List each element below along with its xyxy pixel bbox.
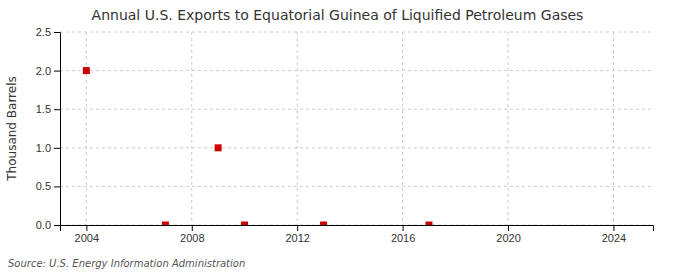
x-tick: 2020 — [496, 225, 520, 244]
y-tick-label: 0.0 — [36, 219, 51, 231]
grid — [60, 32, 653, 225]
y-tick-label: 1.0 — [36, 142, 51, 154]
grid-line-y — [60, 109, 653, 110]
y-tick: 2.0 — [36, 65, 60, 77]
y-tick-label: 0.5 — [36, 180, 51, 192]
x-tick-mark — [403, 225, 404, 231]
grid-line-y — [60, 32, 653, 33]
x-tick-mark — [613, 225, 614, 231]
x-axis-line — [61, 226, 654, 232]
grid-line-y — [60, 147, 653, 148]
y-tick: 1.5 — [36, 103, 60, 115]
source-note: Source: U.S. Energy Information Administ… — [8, 258, 245, 269]
x-tick: 2016 — [391, 225, 415, 244]
y-tick: 0.0 — [36, 219, 60, 231]
x-tick-mark — [508, 225, 509, 231]
y-tick-label: 2.0 — [36, 65, 51, 77]
y-axis: 0.0 0.5 1.0 1.5 2.0 2.5 — [36, 26, 61, 231]
y-tick: 0.5 — [36, 180, 60, 192]
y-axis-line — [54, 33, 61, 226]
y-tick: 1.0 — [36, 142, 60, 154]
x-tick-label: 2020 — [496, 232, 520, 244]
x-axis: 2004 2008 2012 2016 2020 2024 — [61, 225, 654, 244]
chart: 2004 2008 2012 2016 2020 2024 0.0 0.5 1.0 1.5 2.0 2… — [0, 0, 675, 275]
x-tick-label: 2008 — [180, 232, 204, 244]
grid-line-x — [508, 32, 509, 225]
x-tick-mark — [86, 225, 87, 231]
x-tick-label: 2016 — [391, 232, 415, 244]
y-tick-mark — [54, 32, 60, 33]
grid-line-y — [60, 70, 653, 71]
points — [83, 67, 433, 225]
grid-line-x — [402, 32, 403, 225]
point — [241, 222, 248, 226]
x-tick-mark — [192, 225, 193, 231]
y-tick-mark — [54, 225, 60, 226]
point — [215, 144, 222, 151]
point — [162, 222, 169, 226]
y-tick-label: 2.5 — [36, 26, 51, 38]
grid-line-x — [86, 32, 87, 225]
grid-line-x — [613, 32, 614, 225]
title: Annual U.S. Exports to Equatorial Guinea… — [92, 7, 584, 23]
grid-line-x — [191, 32, 192, 225]
y-tick-mark — [54, 109, 60, 110]
grid-line-y — [60, 186, 653, 187]
y-tick-label: 1.5 — [36, 103, 51, 115]
x-tick: 2008 — [180, 225, 204, 244]
plot-area: 2004 2008 2012 2016 2020 2024 0.0 0.5 1.0 1.5 2.0 2… — [36, 26, 654, 244]
x-tick: 2004 — [75, 225, 99, 244]
y-tick-mark — [54, 71, 60, 72]
point — [83, 67, 90, 74]
y-tick-mark — [54, 148, 60, 149]
y-tick-mark — [54, 186, 60, 187]
x-tick: 2012 — [285, 225, 309, 244]
x-tick-mark — [297, 225, 298, 231]
point — [320, 222, 327, 226]
y-tick: 2.5 — [36, 26, 60, 38]
x-tick-label: 2012 — [285, 232, 309, 244]
y-axis-title: Thousand Barrels — [5, 76, 19, 181]
point — [425, 222, 432, 226]
x-tick-label: 2004 — [75, 232, 99, 244]
grid-line-x — [297, 32, 298, 225]
x-tick-label: 2024 — [602, 232, 626, 244]
x-tick: 2024 — [602, 225, 626, 244]
